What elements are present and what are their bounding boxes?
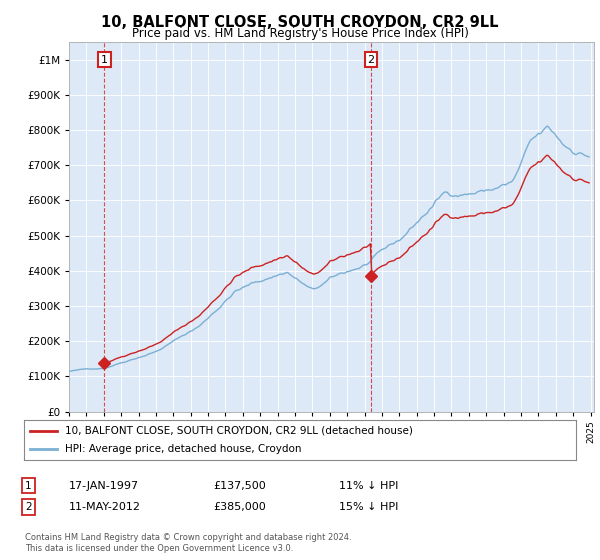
Text: 2: 2 — [367, 55, 374, 64]
Text: Price paid vs. HM Land Registry's House Price Index (HPI): Price paid vs. HM Land Registry's House … — [131, 27, 469, 40]
Text: 15% ↓ HPI: 15% ↓ HPI — [339, 502, 398, 512]
Text: 2: 2 — [25, 502, 32, 512]
Text: Contains HM Land Registry data © Crown copyright and database right 2024.
This d: Contains HM Land Registry data © Crown c… — [25, 533, 352, 553]
Text: 1: 1 — [25, 480, 32, 491]
Text: 10, BALFONT CLOSE, SOUTH CROYDON, CR2 9LL (detached house): 10, BALFONT CLOSE, SOUTH CROYDON, CR2 9L… — [65, 426, 413, 436]
Text: 11-MAY-2012: 11-MAY-2012 — [69, 502, 141, 512]
Text: 10, BALFONT CLOSE, SOUTH CROYDON, CR2 9LL: 10, BALFONT CLOSE, SOUTH CROYDON, CR2 9L… — [101, 15, 499, 30]
Text: £137,500: £137,500 — [213, 480, 266, 491]
Text: 17-JAN-1997: 17-JAN-1997 — [69, 480, 139, 491]
Text: £385,000: £385,000 — [213, 502, 266, 512]
Text: HPI: Average price, detached house, Croydon: HPI: Average price, detached house, Croy… — [65, 445, 302, 454]
Text: 1: 1 — [101, 55, 108, 64]
Text: 11% ↓ HPI: 11% ↓ HPI — [339, 480, 398, 491]
